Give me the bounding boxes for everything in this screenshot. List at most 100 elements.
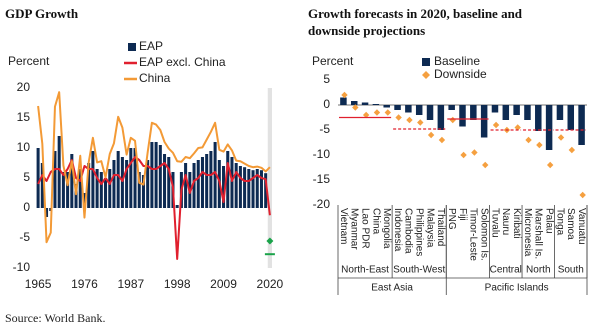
y-tick-label: -15 bbox=[313, 172, 331, 186]
chart-title: Growth forecasts in 2020, baseline and d… bbox=[308, 6, 523, 38]
bar bbox=[394, 105, 401, 110]
y-tick-label: 5 bbox=[23, 170, 30, 184]
y-tick-label: 20 bbox=[17, 80, 31, 94]
marker bbox=[266, 237, 274, 245]
marker bbox=[438, 136, 446, 144]
marker bbox=[514, 124, 521, 131]
marker bbox=[471, 149, 478, 156]
bar bbox=[405, 105, 412, 113]
bar bbox=[74, 184, 78, 208]
bar bbox=[154, 142, 158, 208]
marker bbox=[546, 161, 554, 169]
group-label: Central bbox=[490, 265, 522, 276]
x-tick-label: Solomon Is. bbox=[479, 208, 490, 261]
marker bbox=[395, 114, 402, 121]
marker bbox=[427, 131, 435, 139]
y-tick-label: 0 bbox=[23, 200, 30, 214]
chart-title: GDP Growth bbox=[5, 6, 79, 21]
x-tick-label: Mongolia bbox=[381, 208, 392, 249]
legend-label: Baseline bbox=[434, 54, 480, 68]
y-tick-label: -10 bbox=[313, 147, 331, 161]
bar bbox=[491, 105, 499, 113]
bar bbox=[545, 105, 553, 150]
source: Source: World Bank. bbox=[5, 311, 106, 325]
x-tick-label: Tonga bbox=[554, 208, 565, 236]
bar bbox=[66, 172, 70, 208]
bar bbox=[61, 172, 65, 208]
bar bbox=[350, 101, 358, 105]
bar bbox=[535, 105, 542, 131]
bar bbox=[255, 169, 259, 208]
bar bbox=[78, 169, 82, 208]
x-tick-label: Tuvalu bbox=[489, 208, 500, 238]
bar bbox=[133, 148, 137, 208]
bar bbox=[251, 170, 255, 208]
x-tick-label: Vietnam bbox=[338, 208, 349, 245]
bar bbox=[87, 163, 91, 208]
x-tick-label: Micronesia bbox=[522, 208, 533, 257]
legend-swatch bbox=[422, 71, 430, 79]
bar bbox=[238, 166, 242, 208]
bar bbox=[205, 154, 209, 208]
bar bbox=[120, 157, 124, 208]
x-tick-label: Vanuatu bbox=[576, 208, 587, 245]
marker bbox=[362, 111, 370, 119]
supergroup-label: Pacific Islands bbox=[485, 283, 549, 294]
marker bbox=[525, 136, 532, 144]
bar bbox=[383, 105, 390, 108]
x-tick-label: 1976 bbox=[71, 277, 98, 291]
bar bbox=[129, 148, 133, 208]
x-tick-label: PNG bbox=[446, 208, 457, 230]
x-tick-label: 1987 bbox=[117, 277, 144, 291]
line bbox=[37, 156, 271, 260]
bar bbox=[426, 105, 434, 120]
marker bbox=[417, 119, 424, 126]
x-tick-label: Indonesia bbox=[392, 208, 403, 252]
y-tick-label: 5 bbox=[323, 72, 330, 86]
bar bbox=[137, 172, 141, 208]
y-tick-label: 10 bbox=[17, 140, 31, 154]
x-tick-label: Samoa bbox=[565, 208, 576, 240]
bar bbox=[513, 105, 520, 115]
legend-swatch bbox=[128, 43, 136, 51]
bar bbox=[209, 151, 213, 208]
bar bbox=[70, 154, 74, 208]
x-tick-label: 2020 bbox=[257, 277, 284, 291]
bar bbox=[112, 160, 116, 208]
marker bbox=[579, 191, 586, 199]
marker bbox=[341, 91, 348, 99]
y-axis-label: Percent bbox=[8, 54, 50, 68]
bar bbox=[213, 142, 217, 208]
bar bbox=[116, 151, 120, 208]
marker bbox=[352, 104, 359, 111]
x-tick-label: Nauru bbox=[500, 208, 511, 235]
bar bbox=[104, 178, 108, 208]
bar bbox=[125, 160, 129, 208]
legend-label: EAP bbox=[139, 39, 163, 53]
bar bbox=[556, 105, 564, 120]
bar bbox=[146, 160, 150, 208]
legend-label: EAP excl. China bbox=[139, 55, 226, 69]
x-tick-label: China bbox=[370, 208, 381, 235]
bar bbox=[36, 148, 40, 208]
legend-label: China bbox=[139, 71, 171, 85]
marker bbox=[406, 116, 413, 124]
bar bbox=[361, 102, 369, 105]
bar bbox=[230, 157, 234, 208]
marker bbox=[449, 116, 456, 124]
marker bbox=[460, 151, 467, 159]
bar bbox=[175, 205, 179, 208]
bar bbox=[184, 163, 188, 208]
bar bbox=[578, 105, 585, 145]
bar bbox=[448, 105, 455, 110]
bar bbox=[247, 169, 251, 208]
y-tick-label: 15 bbox=[17, 110, 31, 124]
x-tick-label: Thailand bbox=[435, 208, 446, 246]
bar bbox=[163, 154, 167, 208]
y-tick-label: -10 bbox=[13, 260, 31, 274]
bar bbox=[53, 151, 57, 208]
bar bbox=[259, 170, 263, 208]
bar bbox=[158, 145, 162, 208]
x-tick-label: Kiribati bbox=[511, 208, 522, 239]
